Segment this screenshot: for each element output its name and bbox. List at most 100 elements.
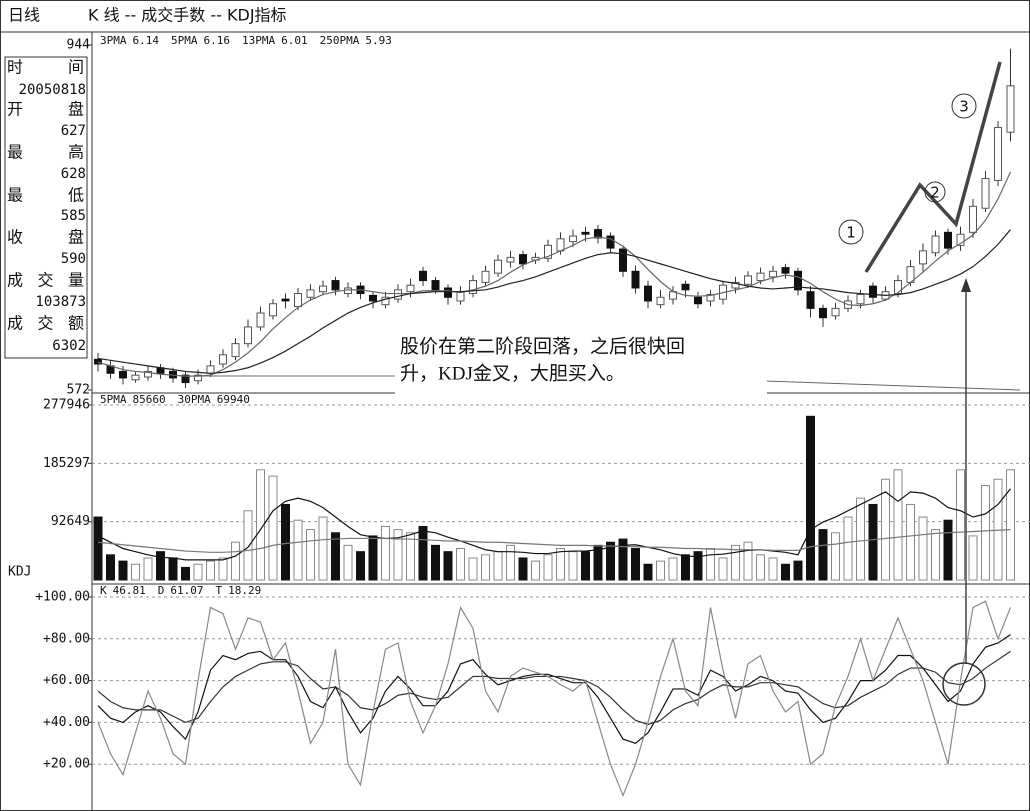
marker-circle xyxy=(924,181,946,203)
y-tick-label: 944 xyxy=(67,38,91,53)
volume-bar xyxy=(743,541,753,581)
candle-body xyxy=(744,275,752,285)
legend-name: 13PMA xyxy=(242,34,275,47)
volume-bar xyxy=(131,563,140,581)
info-value: 20050818 xyxy=(19,82,86,98)
volume-bar xyxy=(168,557,178,581)
y-tick-label: 185297 xyxy=(43,456,90,471)
candle-body xyxy=(481,270,490,283)
candle-body xyxy=(206,365,215,374)
marker: 3 xyxy=(959,98,969,116)
info-value: 628 xyxy=(61,166,86,182)
volume-bar xyxy=(318,516,328,581)
candle-body xyxy=(806,291,815,309)
info-label: 成交额 xyxy=(7,314,84,333)
legend-value: 69940 xyxy=(217,393,250,406)
candle-body xyxy=(769,270,777,278)
candle-body xyxy=(794,270,802,291)
volume-bar xyxy=(556,548,565,581)
volume-bar xyxy=(418,525,428,581)
volume-bar xyxy=(818,529,828,581)
volume-bar xyxy=(806,415,815,581)
legend-value: 61.07 xyxy=(170,584,203,597)
candle-body xyxy=(394,289,402,300)
volume-bar xyxy=(606,541,615,581)
series-line xyxy=(97,529,1011,553)
marker-circle xyxy=(838,219,864,245)
volume-bar xyxy=(93,516,103,581)
legend-name: T xyxy=(216,584,223,597)
volume-bar xyxy=(331,532,340,581)
candle-body xyxy=(706,293,715,302)
candle-body xyxy=(469,280,477,295)
candle-body xyxy=(856,293,865,305)
volume-bar xyxy=(493,551,503,581)
candle-body xyxy=(181,374,190,384)
volume-bar xyxy=(956,469,965,581)
volume-bar xyxy=(431,544,440,581)
volume-bar xyxy=(731,544,740,581)
legend-name: 250PMA xyxy=(320,34,360,47)
volume-bar xyxy=(868,503,878,581)
candle-body xyxy=(606,235,615,249)
info-value: 585 xyxy=(61,208,86,224)
candle-body xyxy=(144,370,152,378)
volume-bar xyxy=(618,538,628,581)
info-value: 590 xyxy=(61,251,86,267)
candle-body xyxy=(781,267,790,274)
legend-value: 6.01 xyxy=(281,34,308,47)
y-tick-label: +100.00 xyxy=(35,590,90,605)
volume-bar xyxy=(456,548,465,581)
candle-body xyxy=(756,272,765,282)
series-line xyxy=(97,650,1011,726)
volume-bar xyxy=(643,563,653,581)
volume-bar xyxy=(343,544,353,581)
candle-body xyxy=(656,296,665,306)
candle-body xyxy=(694,296,702,305)
candle-body xyxy=(444,287,452,298)
legend-name: D xyxy=(158,584,165,597)
volume-bar xyxy=(668,557,678,581)
marker: 1 xyxy=(846,224,856,242)
header-title: K 线 -- 成交手数 -- KDJ指标 xyxy=(88,6,287,25)
volume-bar xyxy=(581,551,590,581)
volume-bar xyxy=(543,554,553,581)
candle-body xyxy=(731,281,740,289)
volume-bar xyxy=(631,548,640,581)
volume-bar xyxy=(568,551,578,581)
note: 升，KDJ金叉，大胆买入。 xyxy=(400,362,625,384)
legend-name: 5PMA xyxy=(171,34,198,47)
candle-body xyxy=(431,280,440,291)
candle-body xyxy=(219,354,227,365)
y-tick-label: 277946 xyxy=(43,398,90,413)
volume-bar xyxy=(856,497,865,581)
volume-bar xyxy=(243,510,253,581)
series-line xyxy=(97,488,1011,561)
volume-bar xyxy=(193,563,203,581)
candle-body xyxy=(406,284,415,293)
volume-bar xyxy=(781,563,790,581)
candle-body xyxy=(419,270,427,282)
candle-body xyxy=(831,307,840,317)
candle-body xyxy=(569,235,577,243)
y-tick-label: 92649 xyxy=(51,514,90,529)
volume-bar xyxy=(906,503,915,581)
candle-body xyxy=(194,374,202,382)
volume-bar xyxy=(268,475,278,581)
candle-body xyxy=(594,229,602,239)
legend-name: K xyxy=(100,584,107,597)
volume-bar xyxy=(256,469,265,581)
volume-bar xyxy=(718,557,728,581)
candle-body xyxy=(306,289,315,298)
volume-bar xyxy=(593,544,603,581)
panel-title: KDJ xyxy=(8,565,31,580)
candle-body xyxy=(94,358,102,365)
note: 股价在第二阶段回落，之后很快回 xyxy=(400,335,685,357)
volume-bar xyxy=(981,485,990,581)
volume-bar xyxy=(181,566,190,581)
candle-body xyxy=(269,303,277,317)
candle-body xyxy=(894,280,902,295)
y-tick-label: +20.00 xyxy=(43,757,90,772)
candle-body xyxy=(1006,85,1015,133)
